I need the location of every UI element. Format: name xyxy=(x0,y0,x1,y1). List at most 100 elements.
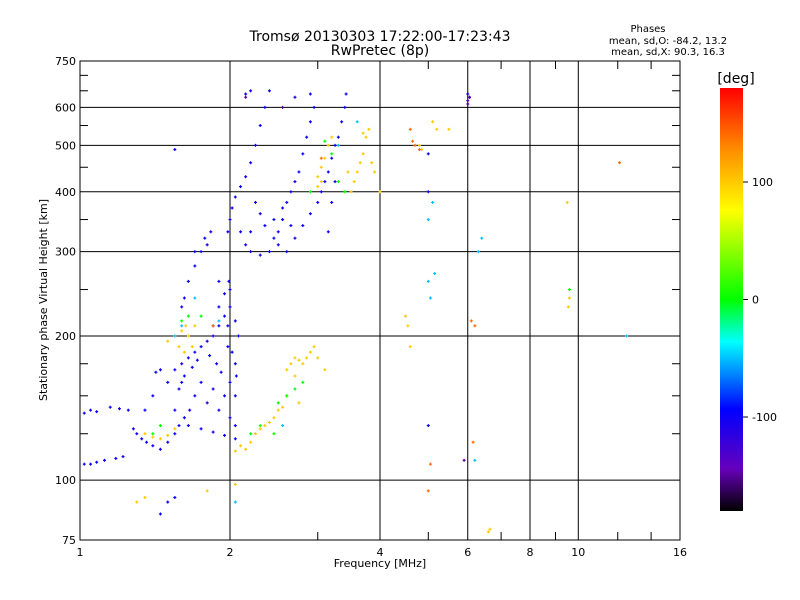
data-point xyxy=(285,394,289,398)
data-point xyxy=(193,394,197,398)
y-tick-label: 500 xyxy=(55,139,76,152)
data-point xyxy=(276,230,280,234)
data-point xyxy=(462,458,466,462)
data-point xyxy=(166,433,170,437)
data-point xyxy=(126,408,130,412)
data-point xyxy=(431,120,435,124)
data-point xyxy=(228,416,232,420)
data-point xyxy=(289,224,293,228)
data-point xyxy=(173,427,177,431)
data-point xyxy=(89,462,93,466)
data-point xyxy=(223,292,227,296)
data-point xyxy=(343,105,347,109)
data-point xyxy=(173,432,177,436)
data-point xyxy=(289,362,293,366)
data-point xyxy=(281,218,285,222)
data-point xyxy=(190,365,194,369)
data-point xyxy=(435,127,439,131)
data-point xyxy=(215,362,219,366)
data-point xyxy=(330,200,334,204)
data-point xyxy=(293,180,297,184)
data-point xyxy=(226,324,230,328)
data-point xyxy=(293,387,297,391)
x-tick-label: 1 xyxy=(77,546,84,559)
data-point xyxy=(361,152,365,156)
data-point xyxy=(143,432,147,436)
data-point xyxy=(158,437,162,441)
data-point xyxy=(211,324,215,328)
data-point xyxy=(336,135,340,139)
data-point xyxy=(186,334,190,338)
data-point xyxy=(358,161,362,165)
data-point xyxy=(319,156,323,160)
data-point xyxy=(466,92,470,96)
data-point xyxy=(143,495,147,499)
data-point xyxy=(370,161,374,165)
data-point xyxy=(180,380,184,384)
data-point xyxy=(199,380,203,384)
data-point xyxy=(276,408,280,412)
data-point xyxy=(199,345,203,349)
data-point xyxy=(186,279,190,283)
data-point xyxy=(121,455,125,459)
data-point xyxy=(253,432,257,436)
data-point xyxy=(567,288,571,292)
data-point xyxy=(145,440,149,444)
data-point xyxy=(186,314,190,318)
data-point xyxy=(95,410,99,414)
data-point xyxy=(158,368,162,372)
data-point xyxy=(411,139,415,143)
data-point xyxy=(151,435,155,439)
data-point xyxy=(217,324,221,328)
x-tick-labels: 1 2 4 6 8 10 16 xyxy=(77,546,688,559)
data-point xyxy=(340,120,344,124)
data-point xyxy=(199,250,203,254)
data-point xyxy=(330,135,334,139)
data-point xyxy=(182,416,186,420)
data-point xyxy=(173,148,177,152)
data-point xyxy=(131,427,135,431)
data-point xyxy=(135,432,139,436)
data-point xyxy=(326,230,330,234)
y-tick-label: 200 xyxy=(55,330,76,343)
x-tick-label: 4 xyxy=(377,546,384,559)
data-point xyxy=(228,305,232,309)
data-point xyxy=(253,143,257,147)
data-point xyxy=(239,185,243,189)
data-point xyxy=(281,405,285,409)
y-tick-label: 400 xyxy=(55,186,76,199)
data-point xyxy=(249,250,253,254)
data-point xyxy=(193,350,197,354)
data-point xyxy=(249,432,253,436)
data-point xyxy=(426,152,430,156)
data-point xyxy=(89,408,93,412)
data-point xyxy=(233,319,237,323)
colorbar-tick-label: 0 xyxy=(752,294,759,307)
data-point xyxy=(349,190,353,194)
data-point xyxy=(469,319,473,323)
data-point xyxy=(244,243,248,247)
data-point xyxy=(151,444,155,448)
data-point xyxy=(480,236,484,240)
data-point xyxy=(205,401,209,405)
data-point xyxy=(166,500,170,504)
data-point xyxy=(323,368,327,372)
data-point xyxy=(228,380,232,384)
data-point xyxy=(333,143,337,147)
data-point xyxy=(249,161,253,165)
data-point xyxy=(267,420,271,424)
data-point xyxy=(319,165,323,169)
colorbar-label: [deg] xyxy=(717,71,754,87)
data-point xyxy=(182,374,186,378)
data-point xyxy=(312,345,316,349)
data-point xyxy=(323,180,327,184)
data-point xyxy=(281,206,285,210)
data-point xyxy=(431,200,435,204)
data-point xyxy=(323,156,327,160)
data-point xyxy=(211,387,215,391)
data-point xyxy=(209,230,213,234)
data-point xyxy=(426,489,430,493)
data-point xyxy=(217,408,221,412)
data-point xyxy=(217,319,221,323)
data-point xyxy=(285,368,289,372)
